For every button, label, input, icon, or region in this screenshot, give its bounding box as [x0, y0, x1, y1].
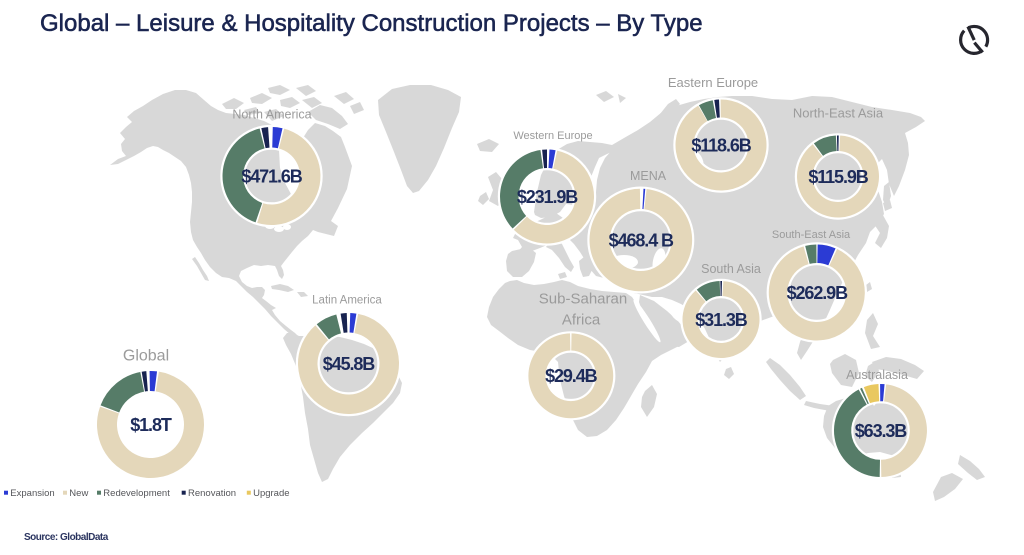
svg-text:MENA: MENA	[630, 169, 667, 183]
svg-text:$231.9B: $231.9B	[517, 187, 578, 207]
svg-text:Africa: Africa	[562, 312, 601, 329]
svg-text:Redevelopment: Redevelopment	[103, 488, 170, 499]
svg-text:Eastern Europe: Eastern Europe	[668, 75, 758, 90]
svg-text:Western Europe: Western Europe	[513, 130, 592, 142]
svg-text:$468.4 B: $468.4 B	[609, 230, 674, 250]
svg-text:$29.4B: $29.4B	[545, 366, 598, 386]
svg-text:North America: North America	[232, 108, 311, 122]
svg-text:$115.9B: $115.9B	[808, 167, 868, 187]
svg-text:Expansion: Expansion	[10, 488, 54, 499]
svg-text:$45.8B: $45.8B	[323, 354, 376, 374]
svg-text:Global: Global	[123, 348, 169, 365]
svg-text:South-East Asia: South-East Asia	[772, 229, 851, 241]
svg-text:Latin America: Latin America	[312, 295, 382, 307]
svg-text:New: New	[69, 488, 88, 499]
svg-text:North-East Asia: North-East Asia	[793, 106, 884, 121]
svg-text:Source: GlobalData: Source: GlobalData	[24, 532, 109, 543]
svg-text:$63.3B: $63.3B	[855, 421, 908, 441]
svg-text:Renovation: Renovation	[188, 488, 236, 499]
svg-text:Global – Leisure & Hospitality: Global – Leisure & Hospitality Construct…	[40, 10, 703, 37]
svg-text:South Asia: South Asia	[701, 262, 761, 276]
svg-text:$262.9B: $262.9B	[787, 283, 848, 303]
svg-text:Upgrade: Upgrade	[253, 488, 289, 499]
svg-text:$31.3B: $31.3B	[695, 310, 748, 330]
svg-text:$118.6B: $118.6B	[691, 135, 751, 155]
svg-text:$1.8T: $1.8T	[130, 415, 172, 435]
svg-text:$471.6B: $471.6B	[241, 166, 302, 186]
svg-text:Sub-Saharan: Sub-Saharan	[539, 291, 627, 308]
svg-text:Australasia: Australasia	[846, 368, 908, 382]
